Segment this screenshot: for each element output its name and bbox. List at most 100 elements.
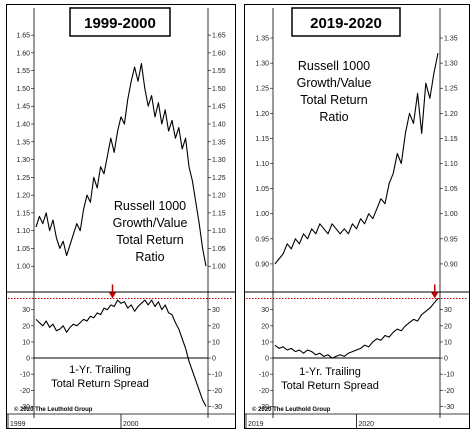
lower-label-line: 1-Yr. Trailing (299, 366, 361, 378)
upper-tick-label-right: 1.25 (212, 175, 226, 182)
lower-tick-label-left: -20 (259, 388, 269, 395)
lower-tick-label-left: 30 (261, 307, 269, 314)
upper-tick-label-right: 1.50 (212, 86, 226, 93)
upper-tick-label-right: 1.60 (212, 50, 226, 57)
upper-tick-label-left: 1.55 (16, 68, 30, 75)
lower-tick-label-left: 20 (22, 323, 30, 330)
upper-tick-label-left: 1.35 (16, 139, 30, 146)
upper-tick-label-right: 1.00 (212, 264, 226, 271)
upper-label-line: Russell 1000 (114, 199, 186, 213)
lower-tick-label-left: -30 (20, 404, 30, 411)
lower-label-line: Total Return Spread (51, 378, 149, 390)
lower-tick-label-left: 0 (265, 356, 269, 363)
title-box (291, 7, 401, 37)
upper-tick-label-left: 1.05 (16, 246, 30, 253)
upper-tick-label-left: 1.15 (255, 136, 269, 143)
upper-tick-label-right: 1.35 (212, 139, 226, 146)
lower-tick-label-right: -10 (444, 372, 454, 379)
upper-tick-label-left: 1.45 (16, 104, 30, 111)
upper-label-line: Ratio (319, 110, 348, 124)
lower-tick-label-left: -30 (259, 404, 269, 411)
upper-tick-label-left: 1.30 (255, 61, 269, 68)
lower-tick-label-right: -30 (444, 404, 454, 411)
upper-tick-label-right: 0.90 (444, 261, 458, 268)
copyright-text: © 2020 The Leuthold Group (252, 406, 331, 413)
chart-title: 2019-2020 (310, 15, 382, 32)
lower-tick-label-left: -10 (20, 372, 30, 379)
lower-tick-label-left: -20 (20, 388, 30, 395)
upper-tick-label-right: 1.55 (212, 68, 226, 75)
copyright-text: © 2020 The Leuthold Group (14, 406, 93, 413)
upper-label-line: Total Return (116, 233, 183, 247)
lower-tick-label-left: 30 (22, 307, 30, 314)
lower-tick-label-right: -20 (212, 388, 222, 395)
upper-tick-label-right: 1.15 (212, 210, 226, 217)
title-box (69, 7, 171, 37)
upper-tick-label-right: 0.95 (444, 236, 458, 243)
upper-tick-label-left: 1.20 (255, 111, 269, 118)
lower-tick-label-right: 0 (212, 356, 216, 363)
lower-tick-label-left: 10 (22, 339, 30, 346)
lower-tick-label-right: 30 (444, 307, 452, 314)
upper-tick-label-left: 1.25 (255, 86, 269, 93)
x-tick-label: 2000 (123, 421, 139, 428)
upper-tick-label-left: 1.30 (16, 157, 30, 164)
upper-tick-label-left: 1.15 (16, 210, 30, 217)
upper-label-line: Russell 1000 (298, 59, 370, 73)
upper-tick-label-left: 1.25 (16, 175, 30, 182)
upper-tick-label-right: 1.30 (444, 61, 458, 68)
upper-tick-label-right: 1.65 (212, 33, 226, 40)
lower-label-line: 1-Yr. Trailing (69, 364, 131, 376)
marker-arrow-head (109, 292, 116, 299)
lower-series-line (35, 299, 207, 407)
lower-tick-label-right: 30 (212, 307, 220, 314)
lower-tick-label-right: 20 (444, 323, 452, 330)
upper-tick-label-left: 1.00 (16, 264, 30, 271)
upper-tick-label-right: 1.10 (212, 228, 226, 235)
lower-tick-label-right: -20 (444, 388, 454, 395)
upper-tick-label-left: 1.00 (255, 211, 269, 218)
upper-label-line: Growth/Value (297, 76, 372, 90)
panel-frame (244, 4, 470, 429)
chart-title: 1999-2000 (84, 15, 156, 32)
lower-series-line (274, 298, 439, 359)
upper-label-line: Total Return (300, 93, 367, 107)
upper-tick-label-right: 1.10 (444, 161, 458, 168)
upper-tick-label-left: 1.05 (255, 186, 269, 193)
upper-tick-label-right: 1.25 (444, 86, 458, 93)
upper-tick-label-left: 1.40 (16, 122, 30, 129)
upper-tick-label-right: 1.20 (212, 193, 226, 200)
upper-tick-label-right: 1.40 (212, 122, 226, 129)
lower-tick-label-right: 20 (212, 323, 220, 330)
upper-tick-label-left: 1.10 (255, 161, 269, 168)
upper-tick-label-left: 1.50 (16, 86, 30, 93)
lower-tick-label-left: -10 (259, 372, 269, 379)
upper-label-line: Ratio (135, 250, 164, 264)
lower-tick-label-right: -30 (212, 404, 222, 411)
x-tick-label: 1999 (10, 421, 26, 428)
upper-tick-label-right: 1.15 (444, 136, 458, 143)
lower-tick-label-left: 10 (261, 339, 269, 346)
upper-tick-label-right: 1.05 (212, 246, 226, 253)
lower-tick-label-right: -10 (212, 372, 222, 379)
upper-tick-label-right: 1.45 (212, 104, 226, 111)
upper-label-line: Growth/Value (113, 216, 188, 230)
upper-tick-label-right: 1.20 (444, 111, 458, 118)
upper-tick-label-left: 1.60 (16, 50, 30, 57)
lower-tick-label-right: 10 (212, 339, 220, 346)
upper-tick-label-left: 1.35 (255, 36, 269, 43)
upper-tick-label-left: 1.10 (16, 228, 30, 235)
lower-label-line: Total Return Spread (281, 380, 379, 392)
upper-tick-label-right: 1.05 (444, 186, 458, 193)
upper-tick-label-left: 0.95 (255, 236, 269, 243)
upper-tick-label-right: 1.00 (444, 211, 458, 218)
lower-tick-label-left: 0 (26, 356, 30, 363)
upper-tick-label-right: 1.30 (212, 157, 226, 164)
lower-tick-label-right: 10 (444, 339, 452, 346)
upper-tick-label-left: 1.65 (16, 33, 30, 40)
lower-tick-label-left: 20 (261, 323, 269, 330)
x-tick-label: 2019 (248, 421, 264, 428)
